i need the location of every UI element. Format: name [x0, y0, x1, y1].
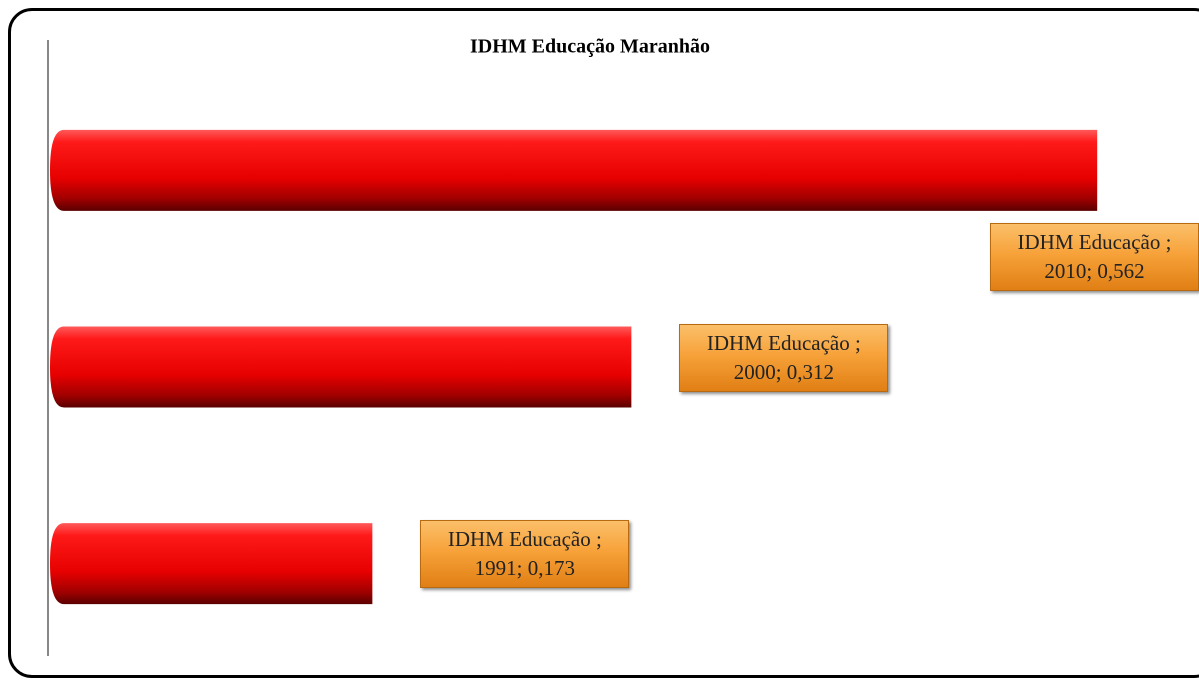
chart-frame [8, 8, 1199, 678]
bar [50, 326, 632, 408]
bar [50, 523, 373, 605]
chart-title: IDHM Educação Maranhão [470, 36, 710, 58]
data-label: IDHM Educação ; 1991; 0,173 [420, 520, 630, 589]
bar [50, 129, 1098, 211]
data-label: IDHM Educação ; 2010; 0,562 [990, 222, 1199, 291]
data-label: IDHM Educação ; 2000; 0,312 [679, 323, 889, 392]
